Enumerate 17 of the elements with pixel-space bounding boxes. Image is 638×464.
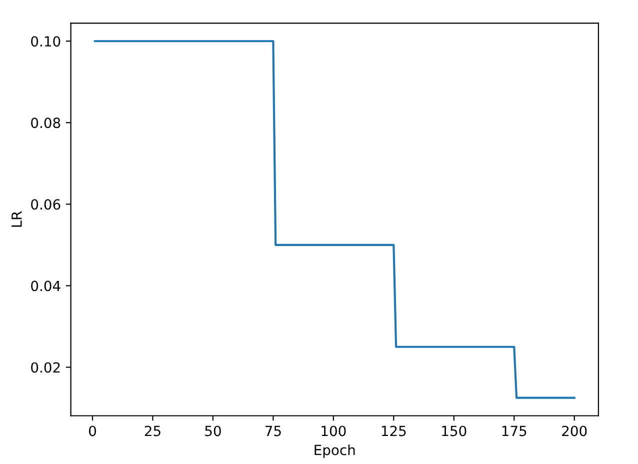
x-tick-label: 150	[442, 426, 466, 436]
y-tick-label: 0.02	[31, 362, 60, 373]
line-series	[94, 40, 576, 399]
x-tick-label: 50	[205, 426, 221, 436]
y-tick-label: 0.10	[31, 36, 60, 47]
x-tick-label: 175	[502, 426, 526, 436]
x-axis-title: Epoch	[314, 444, 355, 458]
x-tick-label: 125	[382, 426, 406, 436]
y-tick-label: 0.04	[31, 280, 60, 292]
x-tick-label: 0	[89, 426, 96, 436]
x-tick-label: 75	[266, 426, 281, 436]
y-axis-title: LR	[12, 211, 22, 227]
x-tick-label: 25	[144, 426, 160, 436]
x-tick-label: 100	[322, 426, 346, 436]
y-tick-label: 0.06	[31, 199, 60, 210]
y-tick-label: 0.08	[31, 118, 60, 128]
x-tick-label: 200	[562, 426, 587, 436]
